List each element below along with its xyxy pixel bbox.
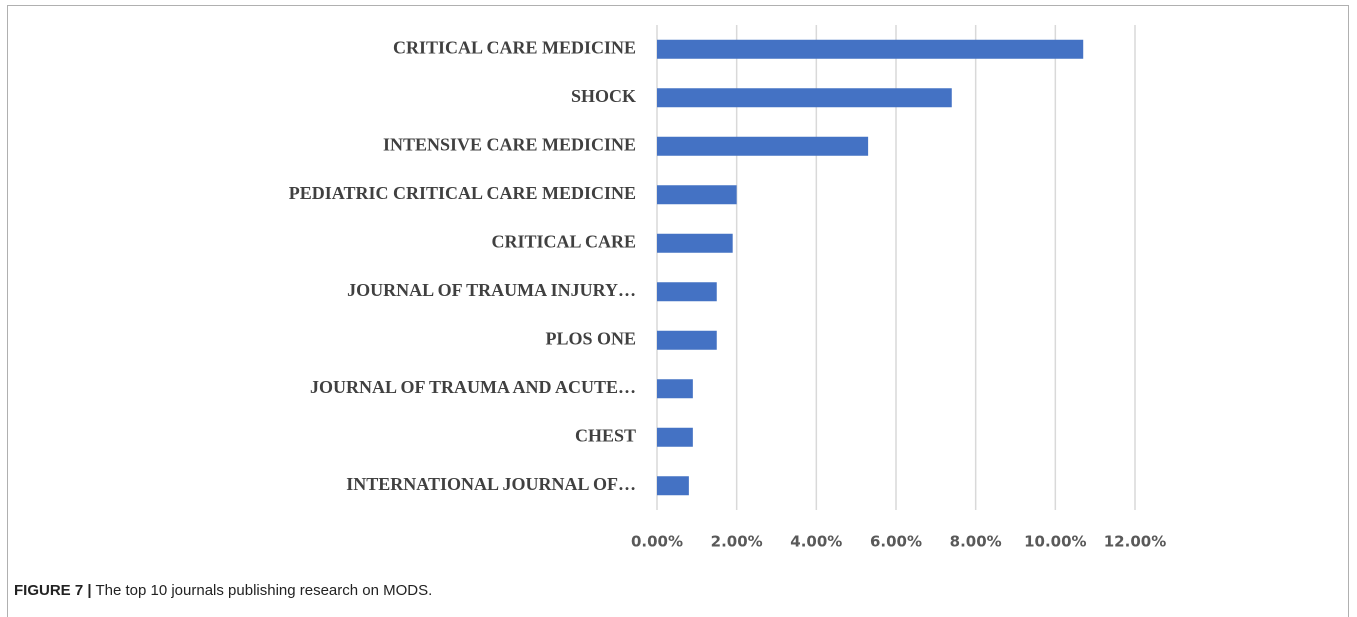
bar	[657, 88, 952, 108]
caption-label: FIGURE 7 |	[14, 582, 92, 599]
bar	[657, 379, 693, 399]
bar	[657, 185, 737, 205]
caption-text: The top 10 journals publishing research …	[95, 582, 432, 599]
y-tick-label: INTENSIVE CARE MEDICINE	[383, 134, 636, 154]
x-tick-label: 0.00%	[631, 533, 683, 551]
bar	[657, 427, 693, 447]
bar	[657, 476, 689, 496]
bar	[657, 39, 1084, 59]
x-tick-label: 6.00%	[870, 533, 922, 551]
x-tick-label: 12.00%	[1104, 533, 1166, 551]
y-tick-label: PLOS ONE	[545, 328, 636, 348]
y-tick-label: JOURNAL OF TRAUMA AND ACUTE…	[310, 377, 636, 397]
bar	[657, 282, 717, 302]
x-tick-label: 8.00%	[950, 533, 1002, 551]
y-tick-label: INTERNATIONAL JOURNAL OF…	[346, 474, 636, 494]
y-tick-label: SHOCK	[571, 86, 636, 106]
bar	[657, 233, 733, 253]
y-tick-label: PEDIATRIC CRITICAL CARE MEDICINE	[289, 183, 636, 203]
x-tick-label: 4.00%	[790, 533, 842, 551]
bar	[657, 136, 869, 156]
x-tick-label: 2.00%	[711, 533, 763, 551]
x-tick-label: 10.00%	[1024, 533, 1086, 551]
bar	[657, 330, 717, 350]
y-tick-label: CHEST	[575, 425, 636, 445]
y-tick-label: CRITICAL CARE	[491, 231, 636, 251]
figure-border	[7, 5, 1349, 617]
y-tick-label: CRITICAL CARE MEDICINE	[393, 37, 636, 57]
caption: FIGURE 7 | The top 10 journals publishin…	[14, 582, 432, 599]
y-tick-label: JOURNAL OF TRAUMA INJURY…	[347, 280, 636, 300]
